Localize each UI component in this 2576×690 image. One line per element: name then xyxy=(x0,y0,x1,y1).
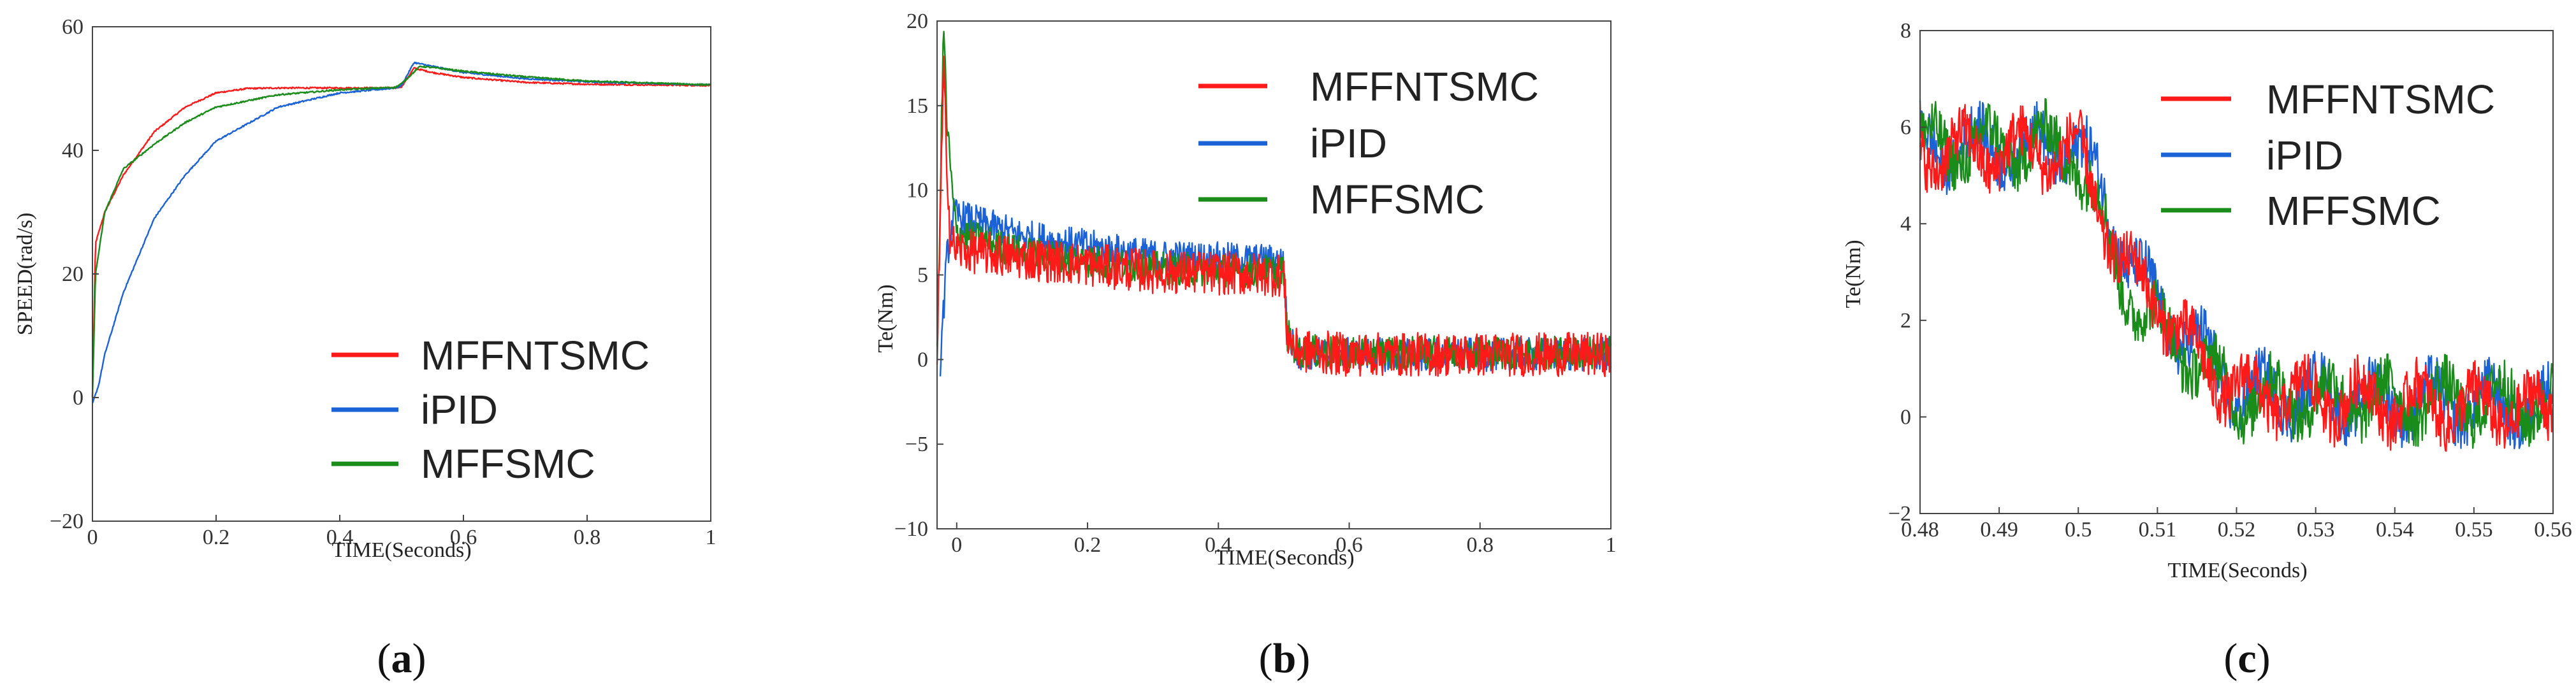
panel-b-ytick-label: 0 xyxy=(917,348,928,371)
panel-b-legend-label-ipid: iPID xyxy=(1310,120,1387,166)
panel-c-legend-label-ipid: iPID xyxy=(2266,133,2343,178)
panel-b-xtick-label: 0.6 xyxy=(1335,533,1363,557)
panel-c-xtick-label: 0.53 xyxy=(2297,518,2335,542)
panel-b-xtick-label: 0.4 xyxy=(1205,533,1232,557)
panel-a-xlabel: TIME(Seconds) xyxy=(331,538,471,562)
panel-b-ticks: 0 0.2 0.4 0.6 0.8 1 −10 −5 0 5 10 15 20 xyxy=(894,10,1617,557)
panel-c-ytick-label: 6 xyxy=(1900,116,1911,140)
panel-a-series-mffntsmc xyxy=(91,67,711,398)
panel-a-ytick-label: 20 xyxy=(62,262,84,286)
panel-b-series-mffsmc xyxy=(936,31,1612,371)
panel-b-xtick-label: 0 xyxy=(951,533,962,557)
panel-c-xtick-label: 0.49 xyxy=(1980,518,2018,542)
panel-b-ytick-label: 15 xyxy=(906,94,928,118)
panel-c-ytick-label: 8 xyxy=(1900,19,1911,43)
panel-a-ytick-label: 0 xyxy=(73,386,84,410)
panel-a-xtick-label: 0.6 xyxy=(450,526,477,549)
panel-b-caption-letter: b xyxy=(1273,635,1297,682)
panel-c: 0.48 0.49 0.5 0.51 0.52 0.53 0.54 0.55 0.56 −2 0 2 4… xyxy=(1842,19,2572,682)
panel-c-ylabel: Te(Nm) xyxy=(1842,240,1865,308)
panel-c-ytick-label: −2 xyxy=(1888,502,1911,526)
panel-b-xtick-label: 1 xyxy=(1606,533,1617,557)
panel-c-ytick-label: 0 xyxy=(1900,405,1911,429)
panel-a-legend-label-mffsmc: MFFSMC xyxy=(421,441,595,487)
panel-b-ylabel: Te(Nm) xyxy=(874,284,898,352)
panel-c-legend-label-mffsmc: MFFSMC xyxy=(2266,188,2441,234)
panel-c-ytick-label: 4 xyxy=(1900,212,1911,236)
panel-c-xtick-label: 0.52 xyxy=(2218,518,2256,542)
panel-c-series-mffntsmc xyxy=(1919,104,2554,452)
panel-c-xlabel: TIME(Seconds) xyxy=(2167,559,2307,582)
panel-c-xtick-label: 0.56 xyxy=(2534,518,2572,542)
panel-b-ytick-label: −10 xyxy=(894,517,928,541)
panel-b-series-group xyxy=(936,31,1612,377)
panel-a-axes-frame xyxy=(92,26,711,522)
panel-c-ticks: 0.48 0.49 0.5 0.51 0.52 0.53 0.54 0.55 0.56 −2 0 2 4… xyxy=(1888,19,2572,542)
panel-b-xtick-label: 0.8 xyxy=(1467,533,1494,557)
panel-c-xtick-label: 0.51 xyxy=(2139,518,2177,542)
panel-c-xtick-label: 0.48 xyxy=(1901,518,1939,542)
panel-c-xtick-label: 0.5 xyxy=(2065,518,2092,542)
panel-a-xtick-label: 1 xyxy=(706,526,717,549)
panel-a-legend-label-ipid: iPID xyxy=(421,387,498,433)
panel-b-caption: (b) xyxy=(1259,635,1311,682)
panel-a-xtick-label: 0.4 xyxy=(326,526,354,549)
panel-a-ytick-label: 40 xyxy=(62,139,84,162)
panel-c-series-group xyxy=(1919,97,2554,452)
panel-b-xlabel: TIME(Seconds) xyxy=(1214,546,1354,570)
panel-a-xtick-label: 0 xyxy=(87,526,98,549)
panel-c-ytick-label: 2 xyxy=(1900,309,1911,333)
panel-b-legend-label-mffsmc: MFFSMC xyxy=(1310,176,1485,222)
panel-c-caption-letter: c xyxy=(2238,635,2256,682)
panel-b: 0 0.2 0.4 0.6 0.8 1 −10 −5 0 5 10 15 20 TIME(Seconds… xyxy=(874,10,1617,682)
panel-c-xtick-label: 0.55 xyxy=(2455,518,2493,542)
panel-a-series-group xyxy=(91,61,711,404)
panel-b-ytick-label: 20 xyxy=(906,10,928,33)
panel-a-series-mffsmc xyxy=(91,65,711,398)
panel-a-caption-letter: a xyxy=(391,635,412,682)
panel-b-legend-label-mffntsmc: MFFNTSMC xyxy=(1310,64,1539,110)
panel-c-legend: MFFNTSMC iPID MFFSMC xyxy=(2161,76,2495,234)
panel-a-legend-label-mffntsmc: MFFNTSMC xyxy=(421,333,650,378)
panel-b-series-mffntsmc xyxy=(936,55,1612,377)
panel-c-caption: (c) xyxy=(2223,635,2270,682)
panel-b-ytick-label: 10 xyxy=(906,179,928,203)
panel-c-xtick-label: 0.54 xyxy=(2376,518,2414,542)
panel-a-ytick-label: −20 xyxy=(50,510,84,533)
panel-a-legend: MFFNTSMC iPID MFFSMC xyxy=(331,333,650,487)
panel-a-xtick-label: 0.2 xyxy=(203,526,230,549)
panel-a-caption: (a) xyxy=(377,635,426,682)
panel-a-xtick-label: 0.8 xyxy=(574,526,601,549)
panel-a-ytick-label: 60 xyxy=(62,15,84,39)
panel-c-legend-label-mffntsmc: MFFNTSMC xyxy=(2266,76,2495,122)
panel-c-series-mffsmc xyxy=(1919,97,2554,449)
panel-b-ytick-label: −5 xyxy=(905,433,928,456)
panel-a-ylabel: SPEED(rad/s) xyxy=(13,213,37,336)
panel-b-xtick-label: 0.2 xyxy=(1074,533,1102,557)
panel-b-legend: MFFNTSMC iPID MFFSMC xyxy=(1198,64,1539,222)
panel-b-ytick-label: 5 xyxy=(917,264,928,287)
